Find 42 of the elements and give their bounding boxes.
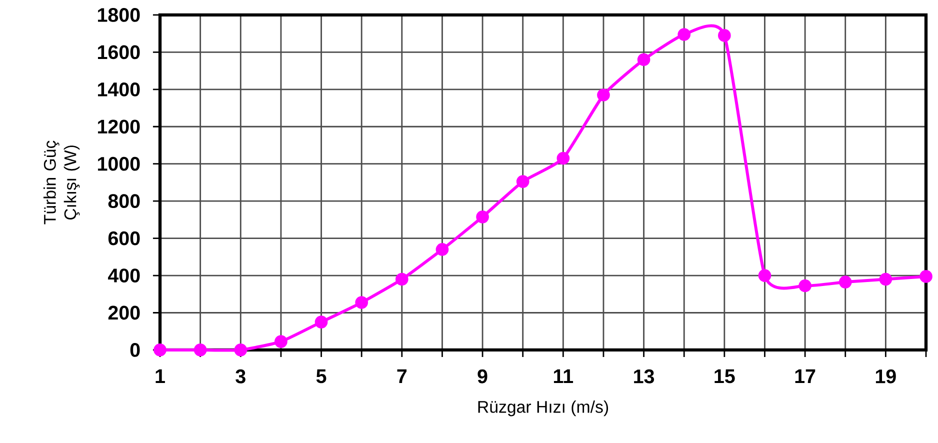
x-tick-label: 17: [795, 369, 816, 383]
x-tick-label: 3: [236, 369, 246, 384]
point: [314, 316, 328, 328]
x-tick-label: 15: [714, 369, 735, 384]
x-axis-title: Rüzgar Hızı (m/s): [478, 400, 608, 416]
point: [678, 28, 691, 41]
y-tick-label: 1200: [98, 120, 140, 134]
x-tick-label: 1: [156, 369, 165, 383]
x-tick-label: 9: [478, 369, 488, 384]
y-tick-label: 1600: [98, 45, 140, 60]
point: [234, 344, 248, 356]
point: [476, 210, 489, 224]
point: [274, 335, 288, 348]
point: [154, 344, 166, 356]
y-tick-label: 200: [108, 306, 140, 320]
y-tick-label: 600: [108, 231, 140, 246]
point: [758, 269, 772, 282]
point: [718, 29, 731, 42]
point: [436, 243, 449, 256]
y-tick-label: 0: [130, 343, 140, 357]
point: [516, 175, 530, 188]
point: [395, 272, 408, 286]
x-tick-label: 13: [634, 369, 654, 384]
y-tick-label: 400: [108, 268, 140, 282]
x-tick-label: 19: [876, 369, 896, 384]
x-tick-label: 5: [316, 369, 326, 384]
y-tick-label: 1000: [98, 156, 140, 171]
x-tick-label: 11: [554, 369, 574, 383]
point: [798, 279, 812, 292]
point: [597, 88, 610, 102]
point: [879, 272, 892, 286]
point: [637, 53, 650, 66]
point: [355, 296, 368, 309]
point: [838, 276, 852, 288]
point: [556, 152, 570, 165]
point: [920, 270, 932, 283]
point: [194, 344, 207, 356]
x-tick-label: 7: [397, 369, 407, 383]
y-tick-label: 800: [108, 194, 140, 208]
y-tick-label: 1400: [98, 82, 140, 96]
y-tick-label: 1800: [98, 8, 140, 22]
y-axis-title: Türbin Güç Çıkışı (W): [43, 140, 80, 224]
